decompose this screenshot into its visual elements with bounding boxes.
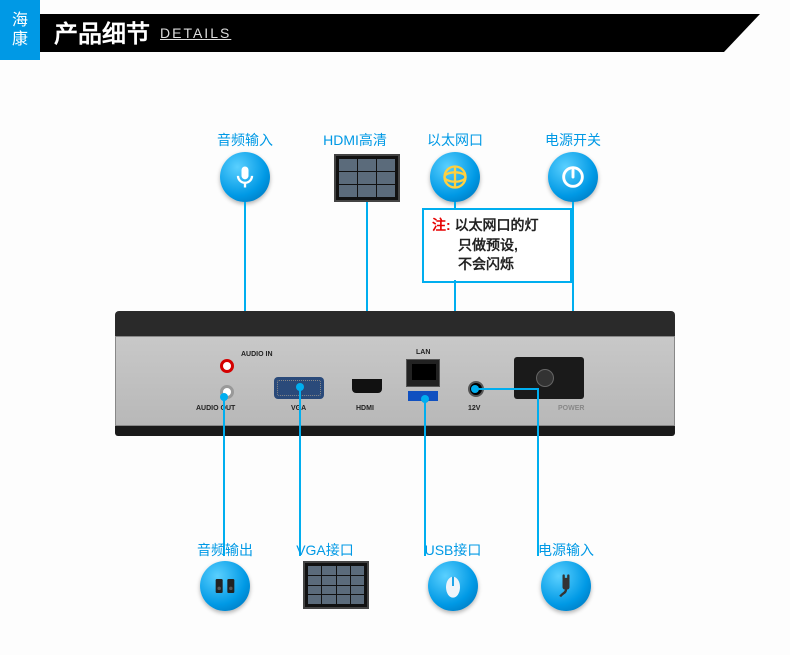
hdmi-port	[352, 379, 382, 393]
panel-audio-in: AUDIO IN	[241, 351, 273, 358]
label-power-in: 电源输入	[526, 540, 606, 560]
tab-line1: 海	[12, 11, 28, 30]
title-en: DETAILS	[160, 25, 231, 41]
label-power-sw: 电源开关	[533, 130, 613, 150]
mouse-icon	[428, 561, 478, 611]
speakers-icon	[200, 561, 250, 611]
globe-icon	[430, 152, 480, 202]
panel-power: POWER	[558, 405, 584, 412]
tab-line2: 康	[12, 30, 28, 49]
title-cn: 产品细节	[54, 14, 150, 49]
label-usb: USB接口	[413, 540, 493, 560]
note-box: 注: 以太网口的灯 只做预设, 不会闪烁	[422, 208, 572, 283]
line-audio-out	[223, 396, 225, 556]
panel-dc: 12V	[468, 405, 480, 412]
note-line3: 不会闪烁	[458, 256, 514, 272]
label-vga: VGA接口	[285, 540, 365, 560]
lan-port	[406, 359, 440, 387]
vga-monitor-icon	[303, 561, 369, 609]
panel-hdmi: HDMI	[356, 405, 374, 412]
brand-tab: 海 康	[0, 0, 40, 60]
title-banner: 产品细节 DETAILS	[40, 14, 760, 52]
panel-lan: LAN	[416, 349, 430, 356]
line-power-in	[537, 388, 539, 556]
power-button	[536, 369, 554, 387]
label-ethernet: 以太网口	[415, 130, 495, 150]
monitor-icon	[334, 154, 400, 202]
label-audio-out: 音频输出	[185, 540, 265, 560]
line-usb	[424, 398, 426, 556]
line-eth-top	[454, 202, 456, 210]
panel-audio-out: AUDIO OUT	[196, 405, 235, 412]
header: 海 康 产品细节 DETAILS	[0, 0, 790, 60]
plug-icon	[541, 561, 591, 611]
note-prefix: 注:	[432, 217, 451, 233]
note-line1: 以太网口的灯	[455, 217, 539, 233]
label-hdmi: HDMI高清	[315, 130, 395, 150]
label-audio-in: 音频输入	[205, 130, 285, 150]
audio-in-port	[220, 359, 234, 373]
line-power-in-h	[474, 388, 539, 390]
power-icon	[548, 152, 598, 202]
note-line2: 只做预设,	[458, 237, 518, 253]
device-rear: AUDIO IN AUDIO OUT VGA HDMI LAN 12V POWE…	[115, 311, 675, 436]
line-vga	[299, 386, 301, 556]
mic-icon	[220, 152, 270, 202]
